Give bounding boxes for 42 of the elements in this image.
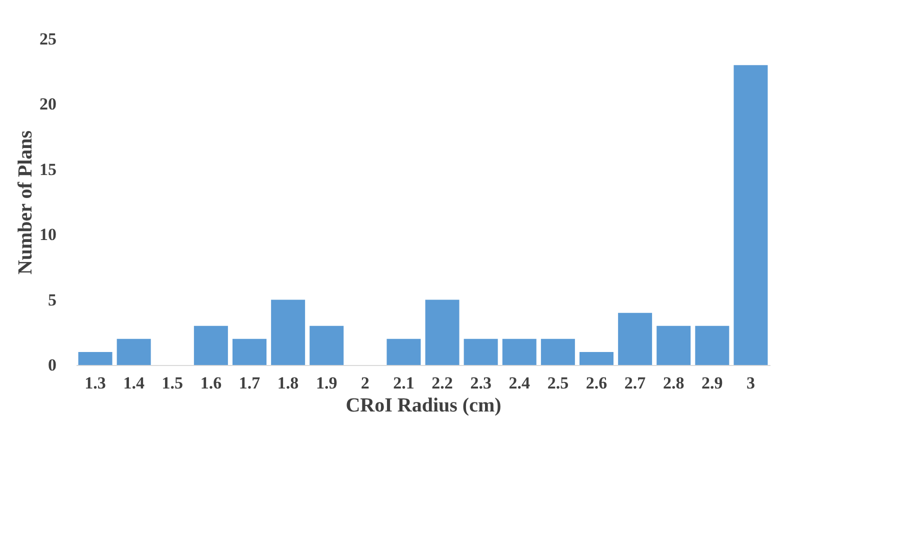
- x-tick-label: 2: [360, 374, 370, 392]
- x-tick-label: 1.5: [162, 374, 184, 392]
- bar: [656, 326, 691, 365]
- x-tick-label: 2.2: [432, 374, 453, 392]
- x-tick-label: 1.7: [238, 374, 261, 392]
- bar: [194, 326, 228, 365]
- bar: [695, 326, 730, 365]
- bar: [580, 352, 614, 365]
- bar: [618, 312, 652, 365]
- x-tick-label: 2.3: [470, 374, 492, 392]
- bar: [734, 65, 768, 365]
- x-tick-label: 2.7: [624, 374, 646, 392]
- x-tick-label: 2.4: [508, 374, 531, 392]
- y-tick-label: 20: [40, 94, 56, 114]
- x-tick-label: 3: [746, 374, 755, 392]
- y-tick-label: 10: [40, 225, 56, 244]
- x-tick-label: 1.4: [123, 374, 145, 392]
- y-tick-label: 5: [48, 290, 56, 310]
- x-tick-label: 2.1: [393, 374, 414, 392]
- bar: [386, 338, 421, 365]
- bar: [464, 338, 498, 365]
- x-axis-title: CRoI Radius (cm): [346, 394, 502, 416]
- bar: [232, 338, 266, 365]
- x-tick-label: 1.8: [277, 374, 299, 392]
- x-tick-label: 1.6: [200, 374, 222, 392]
- bar: [116, 338, 151, 365]
- x-tick-label: 2.5: [547, 374, 569, 392]
- bar: [540, 338, 575, 365]
- bar: [310, 326, 344, 365]
- y-tick-label: 0: [48, 356, 56, 374]
- x-tick-label: 1.9: [316, 374, 338, 392]
- y-axis-title: Number of Plans: [14, 130, 36, 275]
- bar: [425, 300, 460, 365]
- y-tick-label: 25: [40, 30, 56, 48]
- x-tick-label: 2.8: [662, 374, 684, 392]
- x-tick-label: 2.9: [702, 374, 723, 392]
- bar: [502, 338, 536, 365]
- x-tick-label: 2.6: [586, 374, 608, 392]
- x-tick-label: 1.3: [84, 374, 106, 392]
- y-tick-label: 15: [40, 160, 56, 179]
- bar: [78, 352, 112, 365]
- bar: [271, 300, 306, 365]
